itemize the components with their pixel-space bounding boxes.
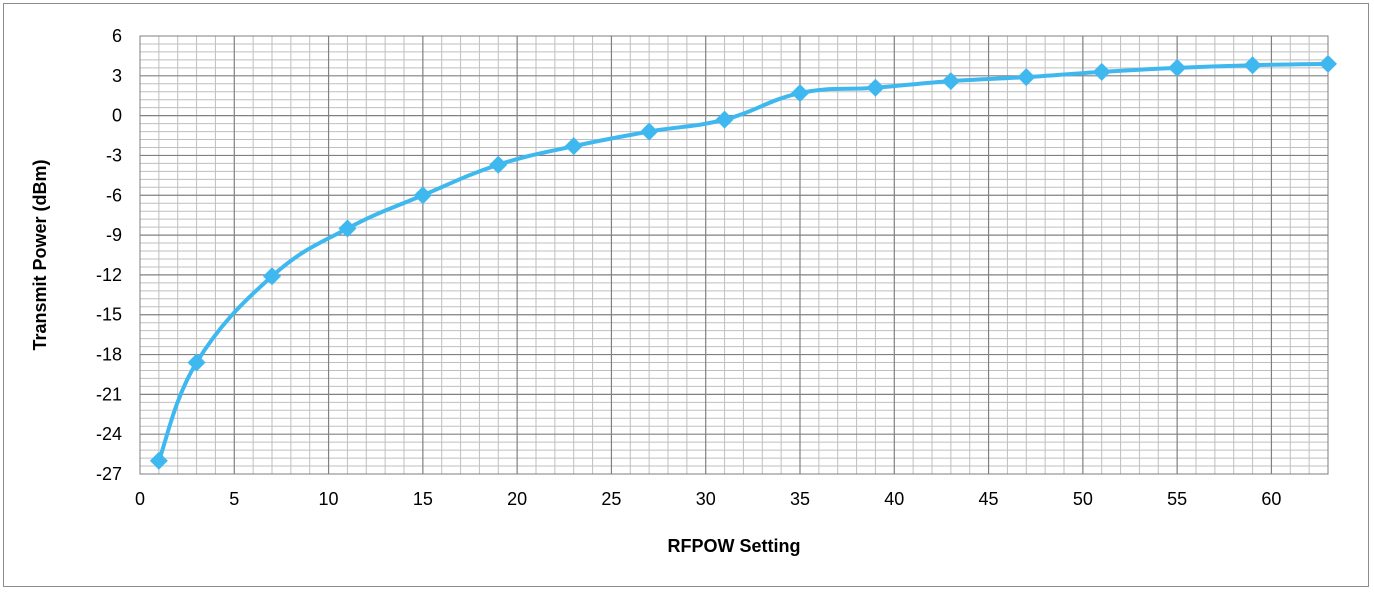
x-tick-label: 30: [696, 489, 716, 509]
series-line: [156, 61, 1329, 462]
x-tick-label: 0: [135, 489, 145, 509]
x-tick-label: 45: [979, 489, 999, 509]
data-point-marker: [338, 219, 357, 238]
series-group: [149, 54, 1337, 470]
x-tick-label: 5: [229, 489, 239, 509]
data-point-marker: [564, 137, 583, 156]
major-grid: [140, 36, 1328, 474]
data-point-marker: [866, 78, 885, 97]
x-tick-label: 50: [1073, 489, 1093, 509]
y-tick-label: -3: [106, 145, 122, 165]
data-point-marker: [149, 451, 168, 470]
x-tick-label: 25: [601, 489, 621, 509]
plot-area-border: [139, 35, 1329, 475]
data-point-marker: [1092, 62, 1111, 81]
y-tick-label: -12: [96, 265, 122, 285]
data-point-marker: [791, 84, 809, 103]
x-axis-ticks: 0 5 10 15 20 25 30 35 40 45 50 55 60: [135, 489, 1281, 509]
y-axis-ticks: 6 3 0 -3 -6 -9 -12 -15 -18 -21 -24 -27: [96, 26, 122, 484]
data-point-marker: [263, 267, 281, 286]
x-tick-label: 15: [413, 489, 433, 509]
x-axis-title: RFPOW Setting: [668, 536, 801, 556]
y-tick-label: -18: [96, 345, 122, 365]
x-tick-label: 10: [319, 489, 339, 509]
data-point-marker: [1319, 54, 1337, 73]
data-point-marker: [1168, 58, 1187, 77]
y-axis-title: Transmit Power (dBm): [30, 159, 50, 350]
y-tick-label: -15: [96, 305, 122, 325]
y-tick-label: 3: [112, 66, 122, 86]
x-tick-label: 40: [884, 489, 904, 509]
x-tick-label: 55: [1167, 489, 1187, 509]
x-tick-label: 35: [790, 489, 810, 509]
data-point-marker: [489, 155, 508, 174]
y-tick-label: -27: [96, 464, 122, 484]
y-tick-label: -9: [106, 225, 122, 245]
data-point-marker: [1017, 68, 1036, 87]
data-point-marker: [1243, 56, 1262, 75]
x-tick-label: 60: [1261, 489, 1281, 509]
y-tick-label: 0: [112, 106, 122, 126]
minor-grid: [140, 36, 1328, 474]
y-tick-label: -24: [96, 424, 122, 444]
y-tick-label: -6: [106, 185, 122, 205]
data-point-marker: [715, 110, 734, 129]
chart-frame: [3, 3, 1369, 587]
y-tick-label: 6: [112, 26, 122, 46]
x-tick-label: 20: [507, 489, 527, 509]
data-point-marker: [413, 186, 432, 205]
y-tick-label: -21: [96, 384, 122, 404]
data-point-marker: [187, 353, 206, 372]
data-point-marker: [640, 122, 659, 141]
data-point-marker: [941, 72, 960, 91]
